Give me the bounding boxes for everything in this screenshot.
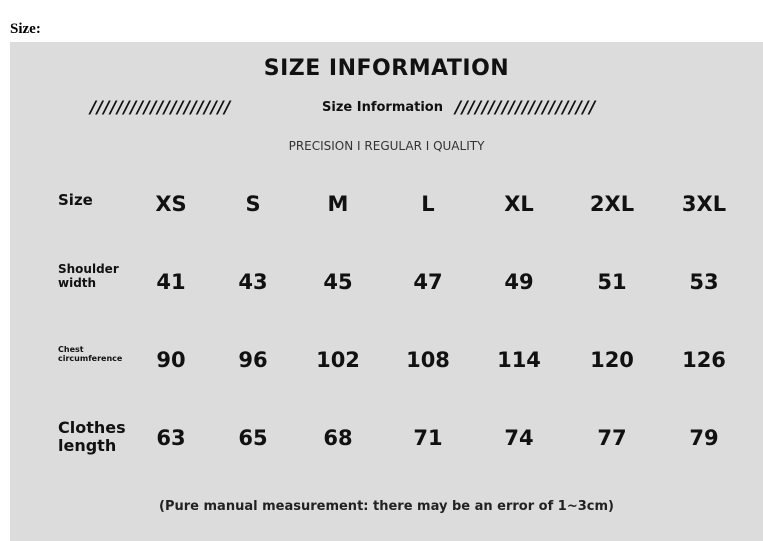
table-cell: 49 — [504, 270, 534, 294]
measurement-note: (Pure manual measurement: there may be a… — [159, 499, 614, 514]
table-cell: 102 — [316, 348, 360, 372]
table-cell: 126 — [682, 348, 726, 372]
size-header: M — [327, 192, 349, 216]
table-cell: 51 — [597, 270, 627, 294]
table-cell: 96 — [238, 348, 268, 372]
table-cell: 41 — [156, 270, 186, 294]
table-cell: 74 — [504, 426, 534, 450]
table-cell: 53 — [689, 270, 719, 294]
table-cell: 114 — [497, 348, 541, 372]
table-cell: 47 — [413, 270, 443, 294]
table-cell: 108 — [406, 348, 450, 372]
table-cell: 68 — [323, 426, 353, 450]
stripe-left: ///////////////////// — [90, 98, 231, 118]
row-label: Shoulder width — [58, 262, 119, 290]
table-cell: 71 — [413, 426, 443, 450]
table-cell: 43 — [238, 270, 268, 294]
row-label: Chest circumference — [58, 345, 123, 364]
size-header: XL — [504, 192, 534, 216]
size-header: XS — [155, 192, 187, 216]
table-cell: 120 — [590, 348, 634, 372]
tagline: PRECISION I REGULAR I QUALITY — [288, 139, 485, 153]
header-size-label: Size — [58, 191, 93, 209]
size-header: L — [421, 192, 435, 216]
table-cell: 45 — [323, 270, 353, 294]
table-cell: 63 — [156, 426, 186, 450]
table-cell: 79 — [689, 426, 719, 450]
chart-subtitle: Size Information — [322, 100, 443, 115]
size-chart-image: SIZE INFORMATION ///////////////////// S… — [10, 42, 763, 541]
row-label: Clothes length — [58, 418, 126, 456]
table-cell: 90 — [156, 348, 186, 372]
stripe-right: ///////////////////// — [455, 98, 596, 118]
size-header: 2XL — [589, 192, 635, 216]
table-cell: 65 — [238, 426, 268, 450]
size-header: S — [245, 192, 261, 216]
size-header: 3XL — [681, 192, 727, 216]
size-label: Size: — [10, 21, 41, 37]
chart-title: SIZE INFORMATION — [263, 56, 510, 81]
table-cell: 77 — [597, 426, 627, 450]
